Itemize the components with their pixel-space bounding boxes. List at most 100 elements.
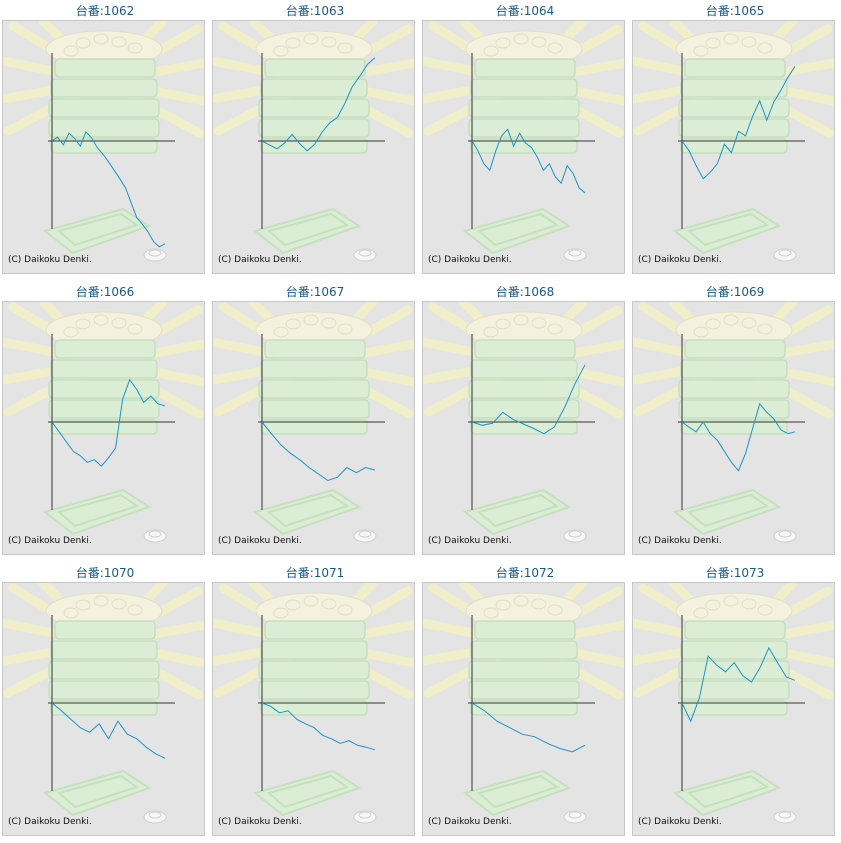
box-stack	[258, 620, 370, 716]
machine-title[interactable]: 台番:1071	[285, 566, 345, 580]
machine-cell: 台番:1063	[210, 0, 420, 281]
slump-chart	[213, 583, 414, 824]
machine-cell: 台番:1066	[0, 281, 210, 562]
box-stack	[678, 620, 790, 716]
machine-cell: 台番:1070	[0, 562, 210, 843]
copyright-text: (C) Daikoku Denki.	[428, 255, 512, 265]
machine-title[interactable]: 台番:1069	[705, 285, 765, 299]
single-box	[672, 488, 782, 536]
coin-pile	[45, 592, 163, 630]
slump-line	[681, 66, 796, 180]
box-stack	[468, 58, 580, 154]
chart-frame: (C) Daikoku Denki.	[2, 20, 205, 274]
single-box	[42, 488, 152, 536]
copyright-text: (C) Daikoku Denki.	[218, 817, 302, 827]
single-box	[252, 207, 362, 255]
machine-title[interactable]: 台番:1072	[495, 566, 555, 580]
machine-cell: 台番:1064	[420, 0, 630, 281]
single-box	[672, 207, 782, 255]
token-icon	[353, 248, 377, 262]
slump-chart	[213, 21, 414, 262]
slump-line	[471, 364, 586, 435]
coin-pile	[675, 592, 793, 630]
coin-pile	[45, 311, 163, 349]
machine-title[interactable]: 台番:1062	[75, 4, 135, 18]
slump-chart	[633, 302, 834, 543]
machine-title[interactable]: 台番:1064	[495, 4, 555, 18]
chart-frame: (C) Daikoku Denki.	[632, 582, 835, 836]
machine-title[interactable]: 台番:1067	[285, 285, 345, 299]
background-art	[3, 21, 204, 262]
background-art	[213, 21, 414, 262]
slump-line	[261, 702, 376, 751]
box-stack	[468, 620, 580, 716]
slump-chart	[3, 21, 204, 262]
chart-frame: (C) Daikoku Denki.	[212, 20, 415, 274]
slump-line	[51, 702, 166, 759]
slump-line	[261, 421, 376, 482]
token-icon	[143, 248, 167, 262]
slump-chart	[423, 21, 624, 262]
machine-cell: 台番:1071	[210, 562, 420, 843]
box-stack	[258, 58, 370, 154]
slump-line	[51, 130, 166, 248]
slump-chart	[423, 583, 624, 824]
copyright-text: (C) Daikoku Denki.	[638, 255, 722, 265]
chart-frame: (C) Daikoku Denki.	[2, 582, 205, 836]
single-box	[462, 207, 572, 255]
token-icon	[563, 529, 587, 543]
token-icon	[143, 810, 167, 824]
copyright-text: (C) Daikoku Denki.	[638, 536, 722, 546]
box-stack	[48, 620, 160, 716]
single-box	[462, 769, 572, 817]
background-art	[633, 21, 834, 262]
machine-cell: 台番:1069	[630, 281, 840, 562]
token-icon	[143, 529, 167, 543]
background-art	[213, 302, 414, 543]
slump-line	[261, 57, 376, 152]
chart-frame: (C) Daikoku Denki.	[2, 301, 205, 555]
token-icon	[773, 810, 797, 824]
copyright-text: (C) Daikoku Denki.	[218, 255, 302, 265]
copyright-text: (C) Daikoku Denki.	[428, 536, 512, 546]
copyright-text: (C) Daikoku Denki.	[8, 255, 92, 265]
background-art	[633, 302, 834, 543]
machine-title[interactable]: 台番:1068	[495, 285, 555, 299]
token-icon	[353, 810, 377, 824]
slump-line	[471, 128, 586, 194]
slump-chart	[633, 583, 834, 824]
copyright-text: (C) Daikoku Denki.	[8, 536, 92, 546]
machine-title[interactable]: 台番:1065	[705, 4, 765, 18]
machine-cell: 台番:1065	[630, 0, 840, 281]
chart-frame: (C) Daikoku Denki.	[422, 301, 625, 555]
machine-cell: 台番:1062	[0, 0, 210, 281]
chart-frame: (C) Daikoku Denki.	[212, 582, 415, 836]
slump-chart	[213, 302, 414, 543]
single-box	[42, 207, 152, 255]
slump-chart	[3, 302, 204, 543]
chart-frame: (C) Daikoku Denki.	[632, 301, 835, 555]
machine-title[interactable]: 台番:1063	[285, 4, 345, 18]
slump-chart	[423, 302, 624, 543]
background-art	[423, 583, 624, 824]
slump-line	[51, 378, 166, 467]
token-icon	[563, 810, 587, 824]
token-icon	[773, 529, 797, 543]
coin-pile	[675, 311, 793, 349]
box-stack	[468, 339, 580, 435]
machine-title[interactable]: 台番:1073	[705, 566, 765, 580]
machine-title[interactable]: 台番:1066	[75, 285, 135, 299]
box-stack	[48, 339, 160, 435]
token-icon	[773, 248, 797, 262]
background-art	[423, 21, 624, 262]
chart-frame: (C) Daikoku Denki.	[422, 582, 625, 836]
copyright-text: (C) Daikoku Denki.	[638, 817, 722, 827]
slump-line	[471, 702, 586, 753]
single-box	[42, 769, 152, 817]
token-icon	[563, 248, 587, 262]
background-art	[3, 583, 204, 824]
machine-title[interactable]: 台番:1070	[75, 566, 135, 580]
coin-pile	[45, 30, 163, 68]
background-art	[3, 302, 204, 543]
